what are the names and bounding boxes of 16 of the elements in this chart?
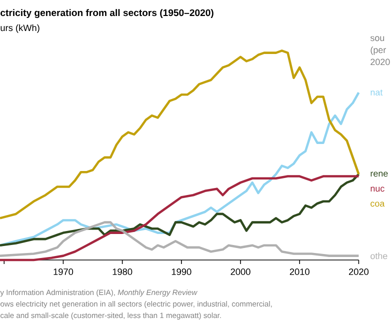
- chart-title: ctricity generation from all sectors (1950–2020): [0, 9, 214, 18]
- x-tick-label: 1970: [54, 268, 74, 276]
- text: 2020: [370, 58, 390, 66]
- x-tick-label: 1990: [172, 268, 192, 276]
- chart-subtitle: urs (kWh): [0, 24, 40, 33]
- x-tick-label: 2020: [348, 268, 369, 276]
- text: (per: [370, 46, 386, 55]
- x-tick-label: 1980: [112, 268, 132, 276]
- series-label: nuc: [370, 186, 384, 192]
- series-label: nat: [370, 90, 383, 96]
- x-tick-label: 2000: [230, 268, 250, 276]
- series-label: othe: [370, 252, 388, 260]
- x-tick-label: 2010: [290, 268, 310, 276]
- text: coa: [370, 202, 385, 207]
- text: sou: [370, 36, 384, 42]
- series-label: rene: [370, 172, 388, 177]
